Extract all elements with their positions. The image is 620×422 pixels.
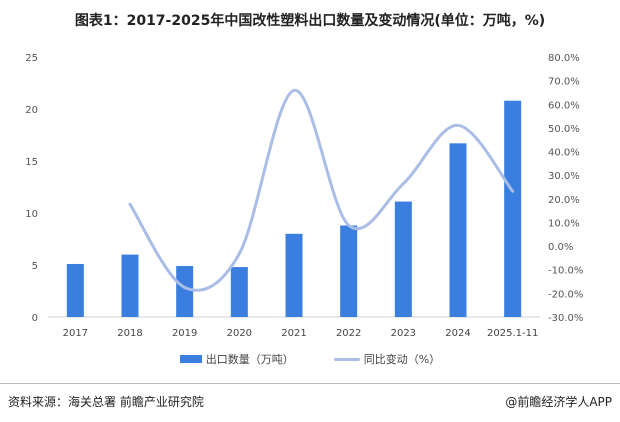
bar — [66, 263, 84, 317]
legend-swatch-line — [333, 357, 360, 361]
bar — [285, 233, 303, 317]
legend-item-line: 同比变动（%） — [333, 351, 441, 367]
y-left-tick-label: 20 — [25, 105, 38, 116]
legend-swatch-bar — [179, 355, 202, 363]
x-tick-label: 2022 — [336, 328, 361, 339]
y-right-tick-label: 70.0% — [548, 77, 580, 88]
y-right-tick-label: 80.0% — [548, 53, 580, 64]
y-right-tick-label: 20.0% — [548, 195, 580, 206]
y-right-tick-label: -10.0% — [548, 266, 583, 277]
y-right-tick-label: 0.0% — [548, 242, 573, 253]
x-tick-label: 2020 — [227, 328, 252, 339]
x-tick-label: 2023 — [391, 328, 416, 339]
y-right-tick-label: -30.0% — [548, 313, 583, 324]
bar — [449, 143, 467, 317]
bar — [340, 225, 358, 317]
x-tick-label: 2021 — [281, 328, 306, 339]
y-right-tick-label: 60.0% — [548, 100, 580, 111]
bar — [230, 267, 248, 317]
legend-label: 出口数量（万吨） — [205, 353, 294, 366]
y-left-tick-label: 15 — [25, 157, 38, 168]
bar — [504, 100, 522, 318]
brand-label: @前瞻经济学人APP — [505, 395, 612, 409]
y-right-tick-label: 30.0% — [548, 171, 580, 182]
y-right-tick-label: 40.0% — [548, 148, 580, 159]
x-tick-label: 2018 — [117, 328, 142, 339]
x-tick-label: 2017 — [63, 328, 88, 339]
y-left-tick-label: 0 — [32, 313, 38, 324]
bar — [394, 201, 412, 317]
x-tick-label: 2019 — [172, 328, 197, 339]
legend: 出口数量（万吨） 同比变动（%） — [0, 351, 620, 367]
divider — [0, 383, 620, 384]
y-right-tick-label: 50.0% — [548, 124, 580, 135]
y-left-tick-label: 25 — [25, 53, 38, 64]
y-right-tick-label: -20.0% — [548, 289, 583, 300]
x-tick-label: 2025.1-11 — [487, 328, 538, 339]
x-tick-label: 2024 — [445, 328, 470, 339]
y-right-tick-label: 10.0% — [548, 218, 580, 229]
legend-item-bar: 出口数量（万吨） — [179, 351, 294, 367]
line-series-yoy — [128, 88, 515, 292]
chart-plot: 0 5 10 15 20 25 -30.0% -20.0% -10.0% 0.0% 10.0% 20.… — [25, 53, 583, 339]
chart-title: 图表1：2017-2025年中国改性塑料出口数量及变动情况(单位：万吨，%) — [74, 13, 546, 29]
y-left-tick-label: 5 — [32, 261, 38, 272]
y-left-tick-label: 10 — [25, 209, 38, 220]
source-note: 资料来源：海关总署 前瞻产业研究院 — [8, 395, 204, 409]
legend-label: 同比变动（%） — [363, 353, 441, 366]
bar — [176, 266, 194, 317]
bar — [121, 254, 139, 317]
